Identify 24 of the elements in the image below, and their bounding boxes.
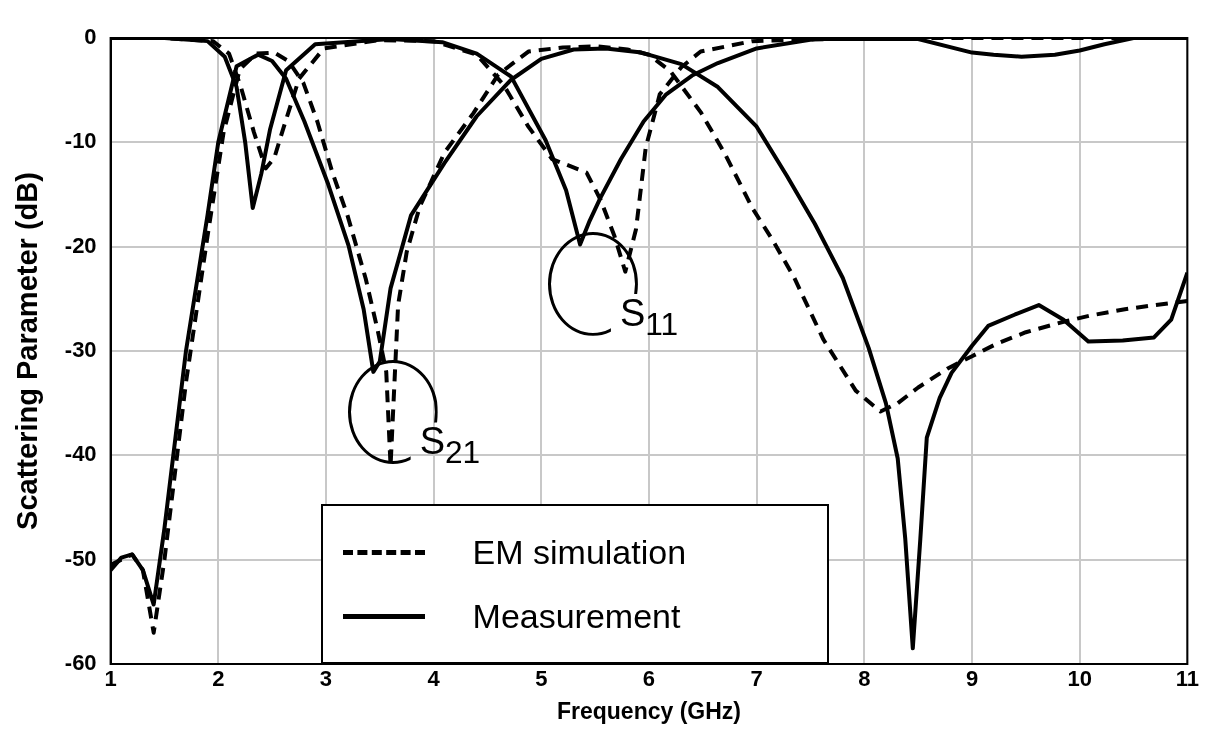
y-tick-label: -40 (64, 441, 97, 467)
annotation: S$_{11}$ (619, 291, 679, 342)
annotation: S$_{21}$ (419, 420, 481, 470)
legend-label: EM simulation (472, 532, 687, 572)
x-tick-label: 3 (319, 666, 333, 692)
x-tick-label: 9 (965, 666, 979, 692)
x-tick-label: 11 (1175, 666, 1199, 692)
y-tick-label: 0 (84, 24, 97, 50)
legend-label: Measurement (472, 596, 681, 636)
y-tick-label: -10 (64, 128, 97, 154)
y-tick-label: -30 (64, 337, 97, 363)
x-tick-label: 2 (212, 666, 225, 692)
x-tick-label: 4 (427, 666, 441, 692)
x-axis-title: Frequency (GHz) (556, 697, 741, 724)
y-axis-title: Scattering Parameter (dB) (11, 172, 44, 530)
y-tick-label: -20 (64, 232, 97, 258)
x-tick-label: 8 (858, 666, 871, 692)
x-tick-label: 1 (104, 666, 117, 692)
y-tick-label: -50 (64, 545, 97, 571)
x-tick-label: 10 (1067, 666, 1092, 692)
x-tick-label: 5 (535, 666, 548, 692)
y-tick-label: -60 (64, 650, 97, 676)
x-tick-label: 7 (750, 666, 763, 692)
x-tick-label: 6 (642, 666, 656, 692)
